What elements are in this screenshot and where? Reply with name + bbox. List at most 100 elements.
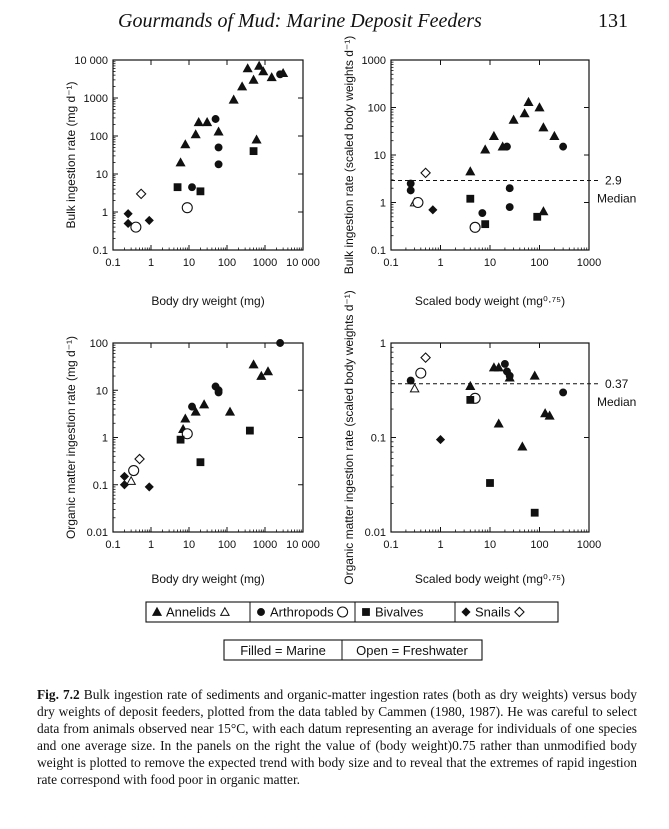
legend-marker-bivalves-marine bbox=[362, 608, 370, 616]
x-tick-label: 100 bbox=[218, 539, 236, 551]
data-point-annelids-marine bbox=[534, 102, 545, 112]
y-tick-label: 0.1 bbox=[93, 245, 108, 257]
data-point-arthropods-marine bbox=[211, 115, 220, 123]
legend-marker-snails-freshwater bbox=[514, 606, 525, 618]
data-point-bivalves-marine bbox=[173, 183, 182, 192]
data-point-arthropods-marine bbox=[559, 142, 568, 151]
data-point-snails-marine bbox=[144, 215, 154, 226]
data-point-annelids-marine bbox=[258, 66, 269, 76]
y-axis-label: Bulk ingestion rate (mg d⁻¹) bbox=[64, 81, 78, 228]
legend-label-snails: Snails bbox=[475, 605, 511, 620]
x-tick-label: 10 bbox=[183, 539, 195, 551]
x-tick-label: 1000 bbox=[577, 257, 601, 269]
y-axis-label: Bulk ingestion rate (scaled body weights… bbox=[342, 36, 356, 274]
chart-panel-bulk_scaled: 0.1 1 10 100 1000 0.1 1 10 100 1000 Scaled body we… bbox=[342, 36, 636, 308]
data-point-annelids-marine bbox=[237, 81, 248, 91]
x-axis-label: Scaled body weight (mg⁰·⁷⁵) bbox=[415, 294, 565, 308]
y-tick-label: 10 000 bbox=[74, 55, 108, 67]
x-tick-label: 0.1 bbox=[105, 257, 120, 269]
x-tick-label: 100 bbox=[530, 539, 548, 551]
data-point-snails-freshwater bbox=[134, 453, 145, 465]
median-value: 2.9 bbox=[605, 174, 622, 188]
figure-caption: Fig. 7.2 Bulk ingestion rate of sediment… bbox=[37, 686, 637, 788]
x-axis-label: Scaled body weight (mg⁰·⁷⁵) bbox=[415, 572, 565, 586]
legend-box bbox=[145, 601, 559, 623]
data-point-arthropods-marine bbox=[478, 209, 487, 217]
data-point-arthropods-freshwater bbox=[181, 428, 193, 440]
data-point-annelids-marine bbox=[544, 410, 555, 420]
data-point-arthropods-marine bbox=[406, 376, 415, 385]
data-point-annelids-marine bbox=[465, 380, 476, 390]
data-point-arthropods-marine bbox=[188, 183, 196, 192]
y-tick-label: 0.01 bbox=[87, 527, 108, 539]
data-point-annelids-marine bbox=[175, 157, 186, 167]
data-point-arthropods-freshwater bbox=[412, 196, 424, 209]
data-point-annelids-marine bbox=[493, 362, 504, 372]
legend-marker-annelids-freshwater bbox=[219, 606, 230, 616]
data-point-bivalves-marine bbox=[466, 194, 475, 203]
data-point-arthropods-marine bbox=[214, 388, 223, 397]
x-axis-label: Body dry weight (mg) bbox=[151, 294, 264, 308]
y-tick-label: 10 bbox=[96, 385, 108, 397]
data-point-arthropods-marine bbox=[505, 371, 514, 380]
data-point-annelids-marine bbox=[248, 359, 259, 369]
data-point-arthropods-marine bbox=[214, 143, 223, 152]
data-point-snails-freshwater bbox=[135, 188, 147, 200]
data-point-snails-marine bbox=[435, 435, 446, 445]
y-tick-label: 1 bbox=[380, 198, 386, 210]
y-tick-label: 0.1 bbox=[371, 245, 386, 257]
data-point-snails-marine bbox=[428, 205, 438, 215]
x-tick-label: 0.1 bbox=[105, 539, 120, 551]
x-tick-label: 10 bbox=[484, 539, 496, 551]
x-tick-label: 1 bbox=[437, 257, 443, 269]
data-point-snails-freshwater bbox=[420, 167, 431, 179]
x-tick-label: 100 bbox=[530, 257, 548, 269]
plot-frame bbox=[390, 59, 590, 251]
legend-label-annelids: Annelids bbox=[166, 605, 216, 620]
data-point-bivalves-marine bbox=[245, 426, 254, 435]
y-tick-label: 10 bbox=[374, 150, 386, 162]
data-point-annelids-marine bbox=[549, 130, 560, 140]
data-point-annelids-marine bbox=[256, 370, 267, 380]
y-tick-label: 1000 bbox=[84, 93, 108, 105]
x-tick-label: 1 bbox=[437, 539, 443, 551]
data-point-arthropods-marine bbox=[406, 186, 415, 195]
data-point-annelids-marine bbox=[529, 370, 540, 380]
data-point-annelids-marine bbox=[248, 74, 259, 84]
data-point-bivalves-marine bbox=[196, 458, 205, 467]
running-title: Gourmands of Mud: Marine Deposit Feeders bbox=[118, 10, 482, 32]
x-tick-label: 1000 bbox=[253, 257, 277, 269]
data-point-annelids-marine bbox=[493, 418, 504, 428]
x-tick-label: 1000 bbox=[253, 539, 277, 551]
page-number: 131 bbox=[598, 10, 628, 32]
x-tick-label: 1 bbox=[148, 539, 154, 551]
data-point-bivalves-marine bbox=[486, 479, 494, 487]
data-point-annelids-freshwater bbox=[409, 383, 420, 393]
data-point-snails-marine bbox=[144, 482, 154, 492]
y-axis-label: Organic matter ingestion rate (mg d⁻¹) bbox=[64, 336, 78, 539]
x-axis-label: Body dry weight (mg) bbox=[151, 572, 264, 586]
data-point-arthropods-marine bbox=[559, 388, 568, 397]
x-tick-label: 10 bbox=[183, 257, 195, 269]
data-point-annelids-marine bbox=[180, 413, 191, 423]
data-point-annelids-freshwater bbox=[126, 475, 137, 485]
median-value: 0.37 bbox=[605, 377, 629, 391]
data-point-annelids-marine bbox=[488, 130, 499, 140]
y-tick-label: 0.1 bbox=[371, 433, 386, 445]
data-point-annelids-marine bbox=[465, 166, 476, 176]
data-point-annelids-marine bbox=[202, 117, 213, 127]
data-point-annelids-marine bbox=[266, 72, 277, 82]
data-point-bivalves-marine bbox=[196, 187, 205, 196]
data-point-bivalves-marine bbox=[530, 508, 539, 517]
data-point-annelids-marine bbox=[180, 139, 191, 149]
key-filled-marine: Filled = Marine bbox=[240, 643, 326, 658]
legend-marker-arthropods-freshwater bbox=[337, 606, 349, 618]
data-point-annelids-marine bbox=[199, 399, 210, 409]
plot-frame bbox=[112, 59, 304, 251]
data-point-annelids-marine bbox=[190, 129, 201, 139]
x-tick-label: 1000 bbox=[577, 539, 601, 551]
data-point-arthropods-freshwater bbox=[130, 221, 142, 233]
data-point-arthropods-freshwater bbox=[415, 367, 427, 379]
data-point-snails-marine bbox=[123, 218, 133, 229]
